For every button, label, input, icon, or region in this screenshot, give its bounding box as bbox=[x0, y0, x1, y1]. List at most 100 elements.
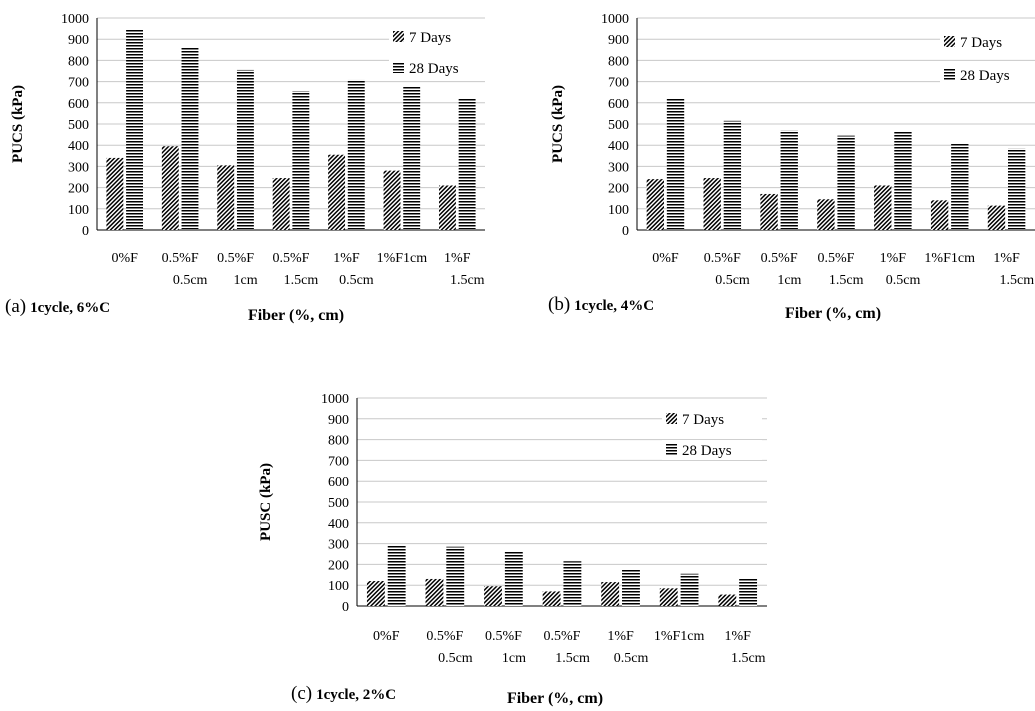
y-tick-label: 500 bbox=[328, 496, 349, 511]
x-tick-label: 0.5%F bbox=[818, 251, 855, 266]
y-tick-label: 400 bbox=[608, 139, 629, 154]
bar-28-days bbox=[951, 143, 969, 230]
x-tick-label: 0.5%F bbox=[162, 251, 199, 266]
y-tick-label: 1000 bbox=[321, 392, 349, 407]
x-tick-label: 1%F bbox=[333, 251, 360, 266]
y-tick-label: 300 bbox=[328, 538, 349, 553]
x-tick-label: 0.5%F bbox=[426, 629, 463, 644]
bar-7-days bbox=[425, 578, 444, 606]
legend-label: 28 Days bbox=[682, 443, 732, 459]
legend-entry: 28 Days bbox=[389, 58, 489, 78]
chart-panel-2: 0 100 200 300 400 500 600 700 800 900 1000 0%F 0.5%F… bbox=[548, 12, 1035, 322]
legend-entry-bg bbox=[940, 65, 1035, 85]
x-tick-label: 1%F bbox=[724, 629, 751, 644]
x-tick-label: 1%F bbox=[880, 251, 907, 266]
y-tick-label: 200 bbox=[68, 182, 89, 197]
y-tick-label: 100 bbox=[608, 203, 629, 218]
chart-panel-1: 0 100 200 300 400 500 600 700 800 900 1000 0%F 0.5%F… bbox=[5, 12, 489, 324]
x-axis-title: Fiber (%, cm) bbox=[785, 305, 881, 322]
y-tick-label: 200 bbox=[328, 558, 349, 573]
x-tick-label: 1%F1cm bbox=[924, 251, 975, 266]
bar-7-days bbox=[217, 165, 235, 230]
legend-label: 7 Days bbox=[682, 412, 724, 428]
y-tick-label: 700 bbox=[608, 76, 629, 91]
legend-entry: 28 Days bbox=[940, 65, 1035, 85]
bar-7-days bbox=[106, 157, 124, 230]
legend-swatch bbox=[944, 36, 955, 47]
y-tick-label: 100 bbox=[68, 203, 89, 218]
bar-7-days bbox=[659, 588, 678, 606]
x-tick-label: 0.5%F bbox=[761, 251, 798, 266]
y-tick-label: 800 bbox=[608, 54, 629, 69]
x-tick-label: 1cm bbox=[233, 273, 257, 288]
y-tick-label: 0 bbox=[342, 600, 349, 615]
bar-28-days bbox=[347, 79, 365, 230]
y-tick-label: 400 bbox=[68, 139, 89, 154]
x-tick-label: 1%F1cm bbox=[377, 251, 428, 266]
legend-swatch bbox=[666, 413, 677, 424]
x-axis-title: Fiber (%, cm) bbox=[248, 307, 344, 324]
y-axis-title: PUCS (kPa) bbox=[10, 85, 26, 163]
y-tick-label: 800 bbox=[328, 434, 349, 449]
bar-7-days bbox=[366, 581, 385, 606]
x-tick-label: 1.5cm bbox=[555, 651, 590, 666]
panel-caption-text: 1cycle, 6%C bbox=[30, 300, 110, 316]
x-tick-label: 0.5%F bbox=[485, 629, 522, 644]
x-tick-label: 1%F1cm bbox=[654, 629, 705, 644]
y-tick-label: 1000 bbox=[61, 12, 89, 27]
y-tick-label: 600 bbox=[68, 97, 89, 112]
x-tick-label: 0.5%F bbox=[704, 251, 741, 266]
legend-entry: 7 Days bbox=[389, 27, 489, 47]
x-tick-label: 0.5cm bbox=[886, 273, 921, 288]
x-tick-label: 0.5cm bbox=[438, 651, 473, 666]
bar-7-days bbox=[383, 170, 401, 230]
legend-entry: 7 Days bbox=[662, 409, 762, 429]
panel-caption-text: 1cycle, 2%C bbox=[316, 687, 396, 703]
x-tick-label: 0.5%F bbox=[544, 629, 581, 644]
bar-28-days bbox=[403, 85, 421, 230]
y-tick-label: 600 bbox=[328, 475, 349, 490]
x-tick-label: 0%F bbox=[111, 251, 138, 266]
bar-28-days bbox=[387, 544, 406, 606]
y-tick-label: 300 bbox=[68, 160, 89, 175]
legend-swatch bbox=[944, 69, 955, 80]
y-tick-label: 400 bbox=[328, 517, 349, 532]
x-tick-label: 1%F bbox=[607, 629, 634, 644]
bar-7-days bbox=[987, 205, 1006, 230]
bar-7-days bbox=[930, 200, 949, 230]
x-tick-label: 1cm bbox=[777, 273, 801, 288]
panel-label: (a) bbox=[5, 296, 26, 317]
bar-7-days bbox=[703, 178, 721, 230]
legend-swatch bbox=[393, 31, 404, 42]
legend-entry-bg bbox=[389, 27, 489, 47]
x-tick-label: 1%F bbox=[993, 251, 1020, 266]
bar-28-days bbox=[666, 98, 685, 230]
panel-caption-text: 1cycle, 4%C bbox=[574, 298, 654, 314]
bar-28-days bbox=[126, 29, 144, 230]
y-tick-label: 900 bbox=[68, 33, 89, 48]
bar-7-days bbox=[760, 193, 778, 230]
legend-label: 7 Days bbox=[960, 35, 1002, 51]
x-tick-label: 1.5cm bbox=[731, 651, 766, 666]
panel-label: (b) bbox=[548, 294, 570, 315]
y-tick-label: 500 bbox=[68, 118, 89, 133]
x-tick-label: 0.5cm bbox=[173, 273, 208, 288]
y-tick-label: 200 bbox=[608, 182, 629, 197]
bar-28-days bbox=[458, 98, 476, 230]
y-tick-label: 300 bbox=[608, 160, 629, 175]
panel-caption: (a) 1cycle, 6%C bbox=[5, 296, 110, 317]
bar-28-days bbox=[446, 546, 465, 606]
x-tick-label: 1.5cm bbox=[284, 273, 319, 288]
bar-7-days bbox=[328, 154, 346, 230]
bar-7-days bbox=[161, 146, 179, 230]
bar-28-days bbox=[181, 47, 199, 231]
bar-7-days bbox=[817, 199, 835, 230]
legend-entry-bg bbox=[389, 58, 489, 78]
x-tick-label: 1%F bbox=[444, 251, 471, 266]
x-tick-label: 1.5cm bbox=[450, 273, 485, 288]
y-tick-label: 800 bbox=[68, 54, 89, 69]
bar-7-days bbox=[272, 178, 290, 230]
chart-panel-3: 0 100 200 300 400 500 600 700 800 900 1000 0%F 0.5%F… bbox=[258, 392, 767, 707]
y-tick-label: 0 bbox=[622, 224, 629, 239]
